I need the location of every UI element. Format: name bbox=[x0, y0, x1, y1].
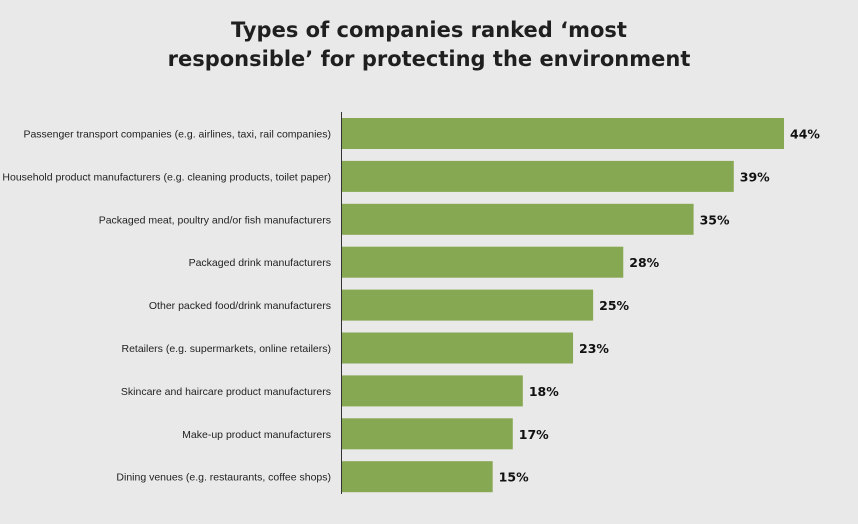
value-labels-group: 44% 39% 35% 28% 25% 23% 18% 17% 15% bbox=[499, 127, 821, 485]
category-labels-group: Passenger transport companies (e.g. airl… bbox=[2, 129, 331, 484]
value-label-6: 23% bbox=[579, 341, 609, 356]
category-label-8: Make-up product manufacturers bbox=[182, 429, 331, 441]
category-label-4: Packaged drink manufacturers bbox=[189, 257, 331, 269]
category-label-2: Household product manufacturers (e.g. cl… bbox=[2, 171, 331, 183]
value-label-4: 28% bbox=[629, 255, 659, 270]
value-label-1: 44% bbox=[790, 127, 820, 142]
category-label-6: Retailers (e.g. supermarkets, online ret… bbox=[122, 343, 332, 355]
chart-title-line-2: responsible’ for protecting the environm… bbox=[167, 47, 691, 71]
bar-1 bbox=[342, 118, 784, 149]
bar-2 bbox=[342, 160, 734, 192]
bar-4 bbox=[342, 246, 624, 278]
category-label-5: Other packed food/drink manufacturers bbox=[149, 300, 331, 312]
bar-3 bbox=[342, 203, 694, 235]
bars-group bbox=[342, 118, 784, 493]
category-label-7: Skincare and haircare product manufactur… bbox=[121, 386, 331, 398]
chart-title: Types of companies ranked ‘most responsi… bbox=[0, 16, 858, 74]
value-label-7: 18% bbox=[529, 384, 559, 399]
category-label-1: Passenger transport companies (e.g. airl… bbox=[23, 129, 331, 141]
category-label-9: Dining venues (e.g. restaurants, coffee … bbox=[116, 472, 331, 484]
value-label-9: 15% bbox=[499, 470, 529, 485]
bar-7 bbox=[342, 375, 523, 407]
bar-8 bbox=[342, 418, 513, 450]
value-label-5: 25% bbox=[599, 298, 629, 313]
value-label-8: 17% bbox=[519, 427, 549, 442]
value-label-2: 39% bbox=[740, 169, 770, 184]
category-label-3: Packaged meat, poultry and/or fish manuf… bbox=[99, 214, 331, 226]
chart-title-line-1: Types of companies ranked ‘most bbox=[231, 18, 627, 42]
bar-6 bbox=[342, 332, 574, 364]
bar-9 bbox=[342, 461, 493, 493]
value-label-3: 35% bbox=[700, 212, 730, 227]
bar-5 bbox=[342, 289, 594, 321]
